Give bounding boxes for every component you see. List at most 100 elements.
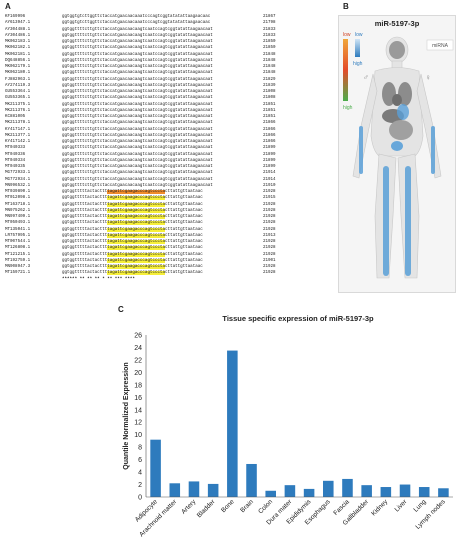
stomach-organ [397, 104, 409, 120]
sequence-text: ggtggttttcttgttctaccatgaacaacaagtcaatcca… [62, 33, 213, 38]
y-tick-label: 12 [134, 420, 142, 427]
accession-id: MK062180.1 [5, 71, 31, 76]
x-tick-label: Lung [412, 498, 427, 513]
intestine-organ [389, 120, 413, 140]
bar-esophagus [323, 480, 334, 497]
accession-id: MT135041.1 [5, 227, 31, 232]
bladder-organ [391, 141, 403, 151]
body-map-title: miR-5197-3p [375, 19, 420, 28]
x-tick-label: Arachnoid matter [138, 498, 179, 539]
sequence-text: ggtggttttcttgttctaccatgaacaacaagtcaatcca… [62, 58, 213, 63]
sequence-end-position: 21866 [263, 140, 276, 144]
chart-title: Tissue specific expression of miR-5197-3… [222, 314, 374, 323]
accession-id: MK062179.1 [5, 65, 31, 69]
sequence-end-position: 21848 [263, 71, 276, 76]
accession-id: MT126808.1 [5, 246, 31, 251]
legend-warm-bar [343, 39, 348, 101]
male-symbol-icon: ♂ [363, 73, 369, 82]
sequence-text: ggtggttttcttgttctaccatgaacaacaagtcaatcca… [62, 152, 213, 157]
y-tick-label: 22 [134, 357, 142, 364]
expression-bar-chart: Tissue specific expression of miR-5197-3… [123, 314, 453, 539]
sequence-end-position: 21798 [263, 21, 276, 26]
sequence-end-position: 21899 [263, 165, 276, 169]
accession-id: KY417142.1 [5, 140, 31, 144]
expression-chart-panel: Tissue specific expression of miR-5197-3… [118, 305, 458, 550]
sequence-end-position: 21928 [263, 240, 276, 244]
sequence-text: ggtggtttttactacttttagattcgaagacccagtccct… [62, 215, 203, 219]
bone-highlight [359, 126, 435, 276]
bar-colon [265, 490, 276, 497]
accession-id: DQ648856.1 [5, 58, 31, 63]
bars [150, 350, 449, 497]
sequence-text: ggtggttttcttgttctaccatgaacaacaagtcaatcca… [62, 177, 213, 182]
bar-lymph-nodes [438, 488, 449, 497]
accession-id: AY304488.1 [5, 27, 31, 32]
sequence-text: ggtggtttttactacttttagattcgaagacccagtccct… [62, 265, 203, 269]
accession-id: MK062181.1 [5, 52, 31, 57]
sequence-text: ggtggttttcttgttctaccatgaacaacaagtcaatcca… [62, 115, 213, 119]
sequence-end-position: 21910 [263, 183, 276, 188]
y-tick-label: 10 [134, 432, 142, 439]
legend-cool-bar [355, 39, 360, 57]
x-tick-label: Bladder [196, 498, 217, 519]
sequence-end-position: 21866 [263, 127, 276, 132]
sequence-text: ggtggttttcttgttctaccatgaacaacaagtcaatcca… [62, 77, 213, 82]
panel-b-label: B [343, 2, 349, 11]
sequence-text: ggtggttttcttgttctaccatgaacaacaagtcaatcca… [62, 183, 213, 188]
sequence-text: ggtggttttcttgttctaccatgaacaacaagtcaatcca… [62, 165, 213, 169]
sequence-end-position: 21808 [263, 90, 276, 94]
legend-low-label: low [343, 32, 351, 38]
sequence-text: ggtggttttcttgttctaccatgaacaacaagtcaatcca… [62, 90, 213, 94]
sequence-end-position: 21833 [263, 33, 276, 38]
consensus-text: ****** ** ** ** * ** *** **** [62, 277, 135, 282]
x-tick-label: Bone [220, 498, 236, 514]
body-map-panel: miR-5197-3p low high low high miRNA ♂ ♀ [338, 15, 456, 293]
accession-id: MK211378.1 [5, 121, 31, 126]
accession-id: MN908947.3 [5, 265, 31, 269]
accession-id: MK062182.1 [5, 46, 31, 51]
mirna-tab-label: miRNA [432, 43, 448, 49]
accession-id: KC881005 [5, 115, 26, 119]
sequence-end-position: 21839 [263, 83, 276, 88]
sequence-end-position: 21901 [263, 258, 276, 263]
sequence-end-position: 21915 [263, 196, 276, 201]
sequence-end-position: 21808 [263, 96, 276, 101]
accession-id: MT039890.1 [5, 190, 31, 194]
sequence-end-position: 21833 [263, 27, 276, 32]
sequence-text: ggtggtttttactacttttagattcgaagacccagtccct… [62, 233, 203, 238]
accession-id: MN997409.1 [5, 215, 31, 219]
female-symbol-icon: ♀ [425, 73, 431, 82]
sequence-end-position: 21851 [263, 108, 276, 113]
panel-a-label: A [5, 2, 11, 11]
bar-artery [188, 481, 200, 497]
sequence-text: ggtggttttcttgttctaccatgaacaacaagtcaatcca… [62, 65, 213, 69]
x-tick-label: Liver [394, 498, 410, 514]
brain-organ [389, 41, 405, 59]
sequence-end-position: 21848 [263, 65, 276, 69]
sequence-end-position: 21928 [263, 227, 276, 232]
y-tick-label: 20 [134, 370, 142, 377]
y-tick-label: 2 [138, 482, 142, 489]
sequence-end-position: 21899 [263, 158, 276, 163]
y-tick-label: 16 [134, 395, 142, 402]
bar-bone [227, 350, 238, 497]
sequence-text: ggtggtttttactacttttagattcgaagacccagtccct… [62, 258, 203, 263]
sequence-end-position: 21866 [263, 121, 276, 126]
bar-liver [399, 484, 411, 497]
bar-dura-mater [284, 485, 296, 497]
accession-id: KY417147.1 [5, 127, 31, 132]
sequence-end-position: 21928 [263, 265, 276, 269]
sequence-end-position: 21928 [263, 252, 276, 257]
sequence-text: ggtggttttcttgttctaccatgaacaacaagtcaatcca… [62, 27, 213, 32]
bar-arachnoid-matter [169, 483, 181, 497]
accession-id: MT192759.1 [5, 258, 31, 263]
y-tick-label: 0 [138, 495, 142, 502]
accession-id: MT012098.1 [5, 196, 31, 201]
accession-id: MT040335 [5, 165, 26, 169]
mirna-tab[interactable] [426, 39, 454, 51]
accession-id: MT163718.1 [5, 202, 31, 207]
bar-lung [418, 487, 430, 497]
accession-id: MT007544.1 [5, 240, 31, 244]
sequence-end-position: 21914 [263, 177, 276, 182]
bar-fascia [342, 478, 353, 497]
